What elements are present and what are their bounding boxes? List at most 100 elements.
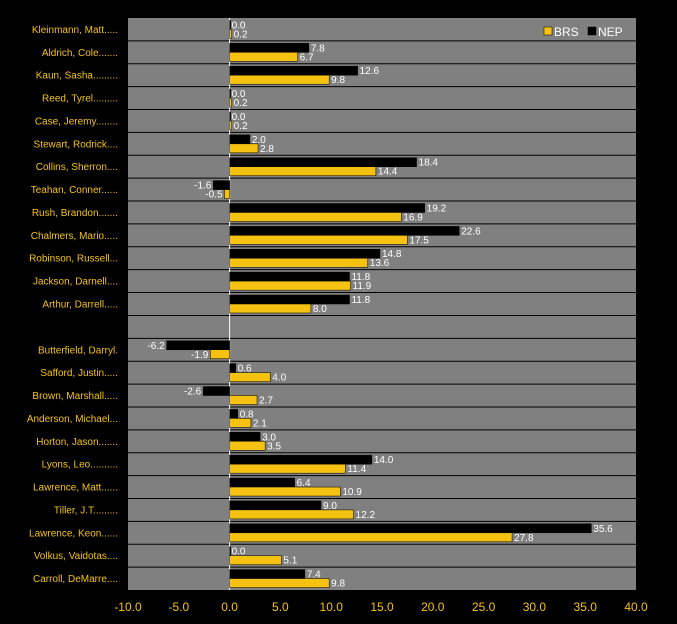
- x-tick-label: 30.0: [523, 600, 547, 614]
- nep-bar: [229, 43, 310, 53]
- nep-bar: [229, 432, 261, 442]
- brs-value-label: 14.4: [378, 167, 398, 178]
- player-name-label: Case, Jeremy........: [35, 116, 118, 127]
- x-tick-label: 25.0: [472, 600, 496, 614]
- nep-value-label: 18.4: [419, 158, 439, 169]
- brs-value-label: 11.9: [353, 281, 372, 292]
- brs-bar: [229, 486, 341, 497]
- brs-bar: [229, 120, 232, 131]
- brs-bar: [229, 441, 266, 451]
- brs-value-label: 27.8: [514, 533, 534, 544]
- brs-bar: [229, 212, 402, 222]
- player-name-label: Teahan, Conner......: [31, 185, 118, 196]
- nep-bar: [229, 477, 295, 488]
- brs-bar: [229, 280, 351, 291]
- x-tick-label: 15.0: [370, 600, 394, 614]
- value-labels: 0.00.27.86.712.69.80.00.20.00.22.02.818.…: [147, 20, 613, 589]
- brs-bar: [224, 189, 230, 199]
- brs-bar: [229, 166, 377, 176]
- brs-bar: [229, 235, 408, 245]
- x-tick-label: 5.0: [272, 600, 289, 614]
- nep-value-label: 35.6: [593, 524, 613, 535]
- player-name-label: Jackson, Darnell....: [33, 277, 118, 288]
- brs-bar: [229, 555, 282, 565]
- player-name-label: Carroll, DeMarre....: [33, 574, 118, 585]
- x-tick-label: -10.0: [114, 600, 142, 614]
- brs-value-label: 9.8: [331, 75, 345, 86]
- player-name-label: Butterfield, Darryl.: [38, 345, 118, 356]
- player-name-label: Brown, Marshall.....: [32, 391, 118, 402]
- player-name-label: Rush, Brandon.......: [32, 208, 118, 219]
- nep-bar: [229, 248, 381, 259]
- brs-value-label: 16.9: [403, 212, 423, 223]
- nep-value-label: 3.0: [262, 432, 276, 443]
- bars: [166, 20, 592, 588]
- nep-bar: [229, 271, 350, 282]
- brs-bar: [229, 52, 298, 62]
- nep-bar: [229, 65, 358, 76]
- brs-value-label: 6.7: [300, 52, 314, 63]
- nep-value-label: 19.2: [427, 203, 447, 214]
- brs-value-label: 0.2: [234, 29, 248, 40]
- player-name-label: Safford, Justin.....: [40, 368, 118, 379]
- player-name-label: Chalmers, Mario.....: [31, 231, 118, 242]
- brs-value-label: 17.5: [409, 235, 429, 246]
- nep-bar: [229, 546, 231, 556]
- nep-value-label: 22.6: [461, 226, 481, 237]
- brs-bar: [229, 303, 312, 314]
- nep-value-label: -1.6: [194, 181, 212, 192]
- brs-value-label: 2.7: [259, 396, 273, 407]
- player-name-label: Tiller, J.T.........: [54, 505, 118, 516]
- player-name-label: Reed, Tyrel.........: [42, 94, 118, 105]
- player-name-label: Kleinmann, Matt.....: [32, 25, 118, 36]
- brs-bar: [229, 463, 346, 474]
- nep-value-label: 7.4: [307, 570, 321, 581]
- player-name-label: Lawrence, Matt......: [33, 483, 118, 494]
- nep-value-label: 7.8: [311, 43, 325, 54]
- nep-value-label: -6.2: [147, 341, 165, 352]
- x-tick-label: 20.0: [421, 600, 445, 614]
- player-name-label: Lawrence, Keon......: [29, 528, 118, 539]
- player-name-label: Collins, Sherron....: [36, 162, 118, 173]
- nep-bar: [229, 20, 231, 30]
- brs-bar: [229, 97, 232, 108]
- player-name-label: Anderson, Michael...: [27, 414, 118, 425]
- brs-value-label: -0.5: [205, 190, 223, 201]
- nep-value-label: 11.8: [351, 295, 370, 306]
- brs-value-label: 5.1: [283, 556, 297, 567]
- brs-value-label: 10.9: [342, 487, 362, 498]
- brs-value-label: 2.8: [260, 144, 274, 155]
- nep-value-label: 9.0: [323, 501, 337, 512]
- brs-value-label: 3.5: [267, 441, 281, 452]
- brs-value-label: 13.6: [370, 258, 390, 269]
- nep-bar: [229, 226, 460, 236]
- player-name-label: Horton, Jason.......: [36, 437, 118, 448]
- nep-bar: [229, 523, 592, 534]
- nep-value-label: 6.4: [297, 478, 311, 489]
- nep-bar: [229, 569, 306, 579]
- legend-label-brs: BRS: [554, 25, 579, 39]
- nep-bar: [229, 88, 231, 99]
- x-tick-label: -5.0: [168, 600, 189, 614]
- plot-area: [128, 18, 636, 590]
- nep-value-label: 0.0: [232, 89, 246, 100]
- nep-bar: [229, 294, 350, 305]
- player-labels: Kleinmann, Matt..... Aldrich, Cole.......…: [27, 25, 118, 585]
- nep-bar: [229, 409, 238, 419]
- brs-bar: [229, 418, 252, 428]
- nep-value-label: -2.6: [184, 387, 202, 398]
- brs-value-label: 0.2: [234, 98, 248, 109]
- nep-bar: [202, 386, 230, 396]
- player-name-label: Aldrich, Cole.......: [42, 48, 118, 59]
- nep-bar: [229, 500, 322, 511]
- brs-bar: [229, 532, 513, 543]
- nep-value-label: 0.0: [232, 20, 246, 31]
- nep-value-label: 14.8: [382, 249, 402, 260]
- grid-lines: [128, 40, 636, 568]
- brs-value-label: 9.8: [331, 579, 345, 590]
- brs-value-label: 0.2: [234, 121, 248, 132]
- nep-bar: [229, 203, 425, 213]
- nep-bar: [229, 363, 236, 373]
- nep-value-label: 0.0: [232, 112, 246, 123]
- brs-bar: [229, 578, 330, 588]
